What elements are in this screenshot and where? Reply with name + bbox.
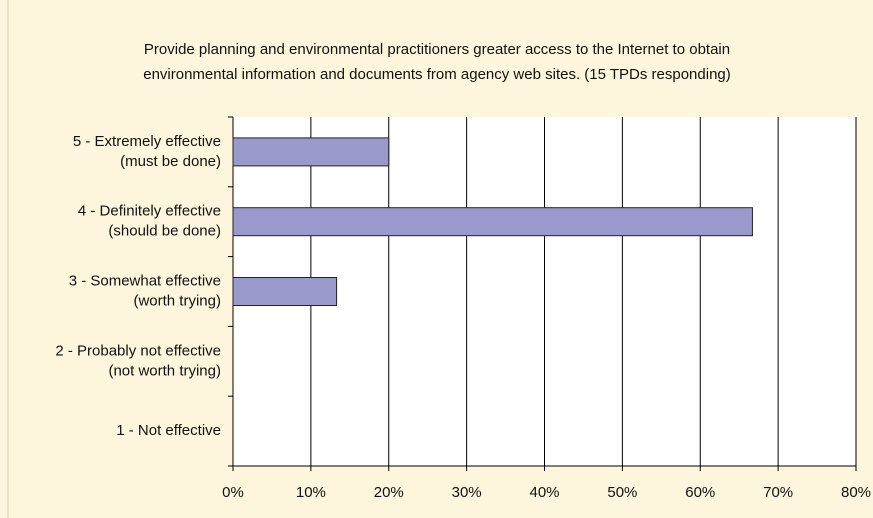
chart-title: Provide planning and environmental pract…	[144, 41, 730, 58]
x-tick-label: 70%	[763, 484, 793, 501]
x-tick-label: 30%	[452, 484, 482, 501]
y-tick-label: 3 - Somewhat effective	[69, 272, 221, 289]
y-tick-label: (worth trying)	[133, 292, 221, 309]
y-tick-label: 1 - Not effective	[116, 422, 221, 439]
y-tick-label: (not worth trying)	[108, 362, 221, 379]
x-tick-label: 60%	[685, 484, 715, 501]
bar	[232, 277, 338, 306]
bar	[232, 137, 390, 167]
chart-title: environmental information and documents …	[143, 66, 731, 83]
y-tick-label: (must be done)	[120, 153, 221, 170]
y-tick-label: 4 - Definitely effective	[78, 203, 221, 220]
x-tick-label: 40%	[529, 484, 559, 501]
x-tick-label: 80%	[841, 484, 871, 501]
x-tick-label: 50%	[607, 484, 637, 501]
y-tick-label: (should be done)	[108, 223, 221, 240]
y-tick-label: 2 - Probably not effective	[55, 342, 221, 359]
y-tick-label: 5 - Extremely effective	[73, 133, 221, 150]
x-tick-label: 10%	[296, 484, 326, 501]
x-tick-label: 0%	[222, 484, 244, 501]
bar	[232, 207, 753, 237]
x-tick-label: 20%	[374, 484, 404, 501]
